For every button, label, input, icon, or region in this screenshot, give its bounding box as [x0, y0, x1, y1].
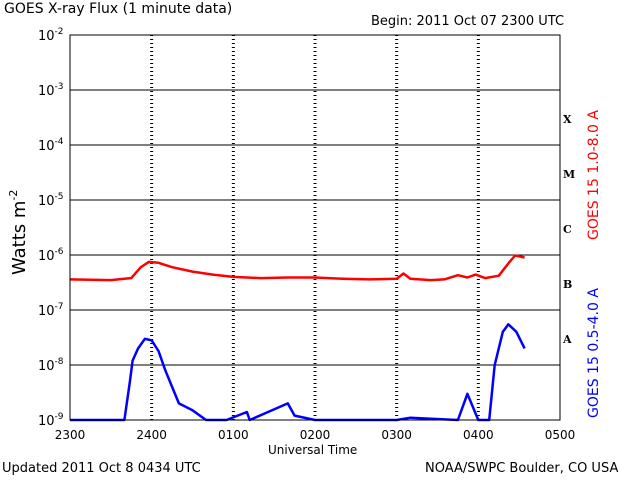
flare-class-X: X	[563, 113, 572, 126]
x-tick-label: 0100	[218, 428, 249, 442]
x-tick-labels: 2300 2400 0100 0200 0300 0400 0500	[55, 428, 576, 442]
y-tick-label: 10-6	[38, 247, 64, 264]
chart-title: GOES X-ray Flux (1 minute data)	[4, 1, 233, 17]
series-line-short	[70, 323, 526, 422]
y-tick-label: 10-7	[38, 302, 64, 319]
y-tick-label: 10-3	[38, 82, 64, 99]
plot-frame	[69, 34, 561, 421]
flare-class-A: A	[562, 333, 572, 346]
minor-ticks	[150, 35, 480, 420]
y-tick-labels: 10-2 10-3 10-4 10-5 10-6 10-7 10-8 10-9	[38, 27, 64, 429]
flare-class-M: M	[563, 168, 575, 181]
flare-class-C: C	[563, 223, 572, 236]
series-layer	[69, 254, 526, 422]
y-tick-label: 10-8	[38, 357, 64, 374]
begin-time: Begin: 2011 Oct 07 2300 UTC	[371, 14, 565, 29]
x-axis-label: Universal Time	[268, 443, 358, 457]
y-tick-label: 10-9	[38, 412, 64, 429]
y-tick-label: 10-4	[38, 137, 64, 154]
x-tick-label: 0500	[545, 428, 576, 442]
y-axis-label: Watts m-2	[7, 190, 30, 275]
y-tick-label: 10-5	[38, 192, 64, 209]
x-tick-label: 2300	[55, 428, 86, 442]
series-line-long	[69, 254, 525, 282]
x-tick-label: 0400	[463, 428, 494, 442]
legend-red: GOES 15 1.0-8.0 A	[586, 110, 602, 240]
x-tick-label: 0200	[300, 428, 331, 442]
flare-class-B: B	[563, 278, 572, 291]
x-tick-label: 0300	[381, 428, 412, 442]
y-tick-label: 10-2	[38, 27, 64, 44]
x-tick-label: 2400	[136, 428, 167, 442]
flare-class-labels: X M C B A	[562, 113, 575, 346]
credit: NOAA/SWPC Boulder, CO USA	[425, 461, 619, 476]
updated-time: Updated 2011 Oct 8 0434 UTC	[2, 461, 201, 476]
legend-blue: GOES 15 0.5-4.0 A	[586, 288, 602, 418]
